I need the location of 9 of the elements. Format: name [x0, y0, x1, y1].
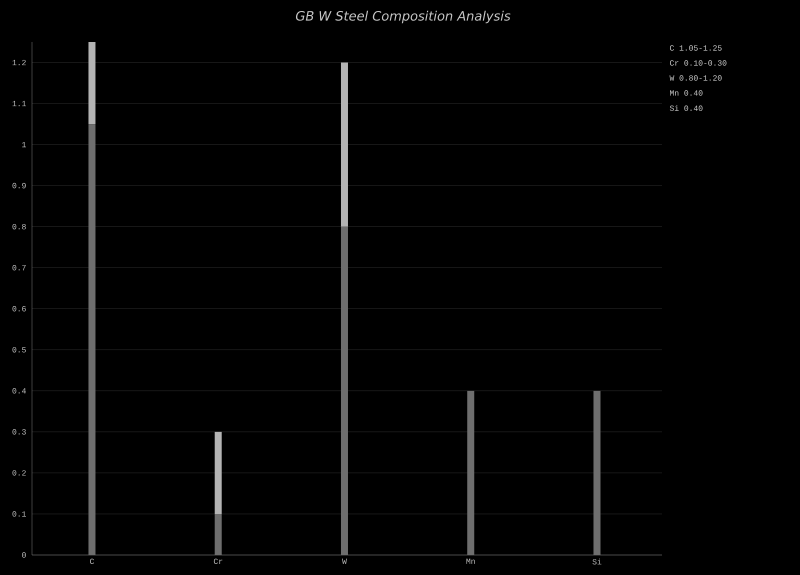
bar	[340, 62, 348, 227]
bar	[88, 42, 96, 124]
bar	[593, 390, 600, 555]
chart-title: GB W Steel Composition Analysis	[296, 10, 510, 24]
bar	[214, 432, 222, 514]
bar	[214, 514, 222, 555]
bar	[88, 124, 96, 555]
bar	[467, 390, 474, 555]
bar	[340, 226, 348, 555]
